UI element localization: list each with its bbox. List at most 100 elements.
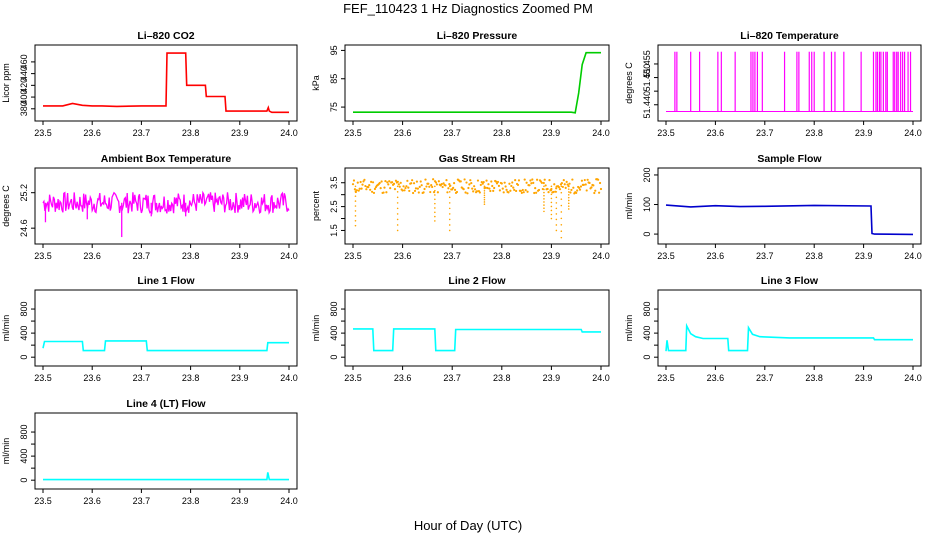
series-line xyxy=(42,190,290,215)
x-tick-label: 24.0 xyxy=(904,128,922,138)
series-point xyxy=(355,189,358,192)
x-tick-label: 24.0 xyxy=(280,251,298,261)
series-point xyxy=(444,184,447,187)
series-point xyxy=(378,181,381,185)
series-point xyxy=(431,185,434,189)
series-point xyxy=(412,182,416,185)
series-point xyxy=(399,181,402,184)
y-tick-label: 800 xyxy=(19,302,29,317)
series-point xyxy=(543,198,545,200)
series-point xyxy=(352,179,356,182)
series-point xyxy=(543,185,545,188)
series-point xyxy=(459,180,462,183)
y-axis-label: ml/min xyxy=(1,438,11,465)
panel-title: Line 1 Flow xyxy=(137,275,195,287)
panel-title: Sample Flow xyxy=(757,153,822,165)
series-point xyxy=(594,189,597,192)
plot-frame xyxy=(657,44,922,122)
series-point xyxy=(478,191,481,194)
series-point xyxy=(435,183,439,186)
series-point xyxy=(364,184,367,188)
series-group xyxy=(665,322,913,352)
series-point xyxy=(578,188,582,191)
series-point xyxy=(398,185,401,188)
series-point xyxy=(367,186,370,189)
series-point xyxy=(550,185,553,188)
series-point xyxy=(491,184,494,188)
x-tick-label: 23.5 xyxy=(34,496,52,506)
x-tick-label: 23.5 xyxy=(657,128,675,138)
series-point xyxy=(447,187,450,190)
y-axis-label: degrees C xyxy=(1,185,11,227)
x-tick-label: 23.7 xyxy=(133,496,151,506)
series-point xyxy=(531,178,534,181)
series-point xyxy=(410,182,413,185)
series-point xyxy=(592,184,595,187)
series-point xyxy=(436,191,439,194)
x-tick-label: 23.8 xyxy=(805,128,823,138)
series-point xyxy=(442,182,445,185)
series-point xyxy=(560,211,563,213)
series-point xyxy=(560,223,563,226)
series-point xyxy=(523,178,526,181)
series-point xyxy=(535,178,539,181)
y-tick-label: 25.2 xyxy=(19,184,29,202)
series-point xyxy=(571,178,574,181)
x-tick-label: 23.6 xyxy=(707,373,725,383)
plot-frame xyxy=(34,44,298,122)
x-tick-label: 23.9 xyxy=(231,128,249,138)
series-point xyxy=(424,178,427,181)
series-point xyxy=(396,229,399,232)
y-tick-label: 2.5 xyxy=(329,200,339,213)
series-point xyxy=(567,191,570,193)
series-point xyxy=(502,191,505,194)
x-tick-label: 23.7 xyxy=(756,373,774,383)
series-point xyxy=(417,191,420,194)
y-tick-label: 100 xyxy=(642,197,652,212)
series-point xyxy=(466,192,469,195)
series-point xyxy=(448,213,451,215)
series-point xyxy=(448,224,451,226)
series-point xyxy=(370,190,374,193)
panel-title: Line 4 (LT) Flow xyxy=(126,398,206,410)
series-point xyxy=(487,183,490,186)
series-point xyxy=(555,202,558,204)
series-point xyxy=(434,194,436,196)
series-line xyxy=(43,52,289,114)
x-tick-label: 24.0 xyxy=(280,373,298,383)
series-point xyxy=(411,179,414,182)
series-point xyxy=(357,189,360,192)
x-axis-label: Hour of Day (UTC) xyxy=(413,518,523,533)
series-point xyxy=(588,181,591,185)
x-tick-label: 23.7 xyxy=(756,251,774,261)
x-tick-label: 23.9 xyxy=(543,373,561,383)
series-point xyxy=(403,189,406,192)
series-point xyxy=(548,179,551,182)
series-point xyxy=(503,181,506,184)
series-point xyxy=(434,207,436,209)
series-point xyxy=(427,182,430,185)
y-tick-label: 51.455 xyxy=(642,50,652,78)
series-point xyxy=(567,208,570,210)
series-point xyxy=(483,203,486,206)
x-tick-label: 23.5 xyxy=(34,251,52,261)
x-tick-label: 23.6 xyxy=(83,128,101,138)
series-point xyxy=(383,186,386,189)
series-point xyxy=(407,186,410,189)
chart-panel-1: Li–820 CO2 Licor ppm 23.5 23.6 23.7 23.8 23.9 2… xyxy=(1,30,298,138)
series-point xyxy=(408,189,411,193)
series-point xyxy=(396,180,399,183)
series-point xyxy=(396,213,399,215)
series-point xyxy=(448,202,451,204)
series-point xyxy=(472,190,475,193)
plot-frame xyxy=(34,412,298,490)
series-group xyxy=(43,52,289,114)
series-line xyxy=(353,51,601,114)
y-tick-label: 800 xyxy=(642,302,652,317)
series-point xyxy=(550,187,553,191)
series-point xyxy=(483,196,486,199)
series-point xyxy=(555,218,558,221)
series-point xyxy=(543,194,545,197)
series-point xyxy=(485,179,488,182)
